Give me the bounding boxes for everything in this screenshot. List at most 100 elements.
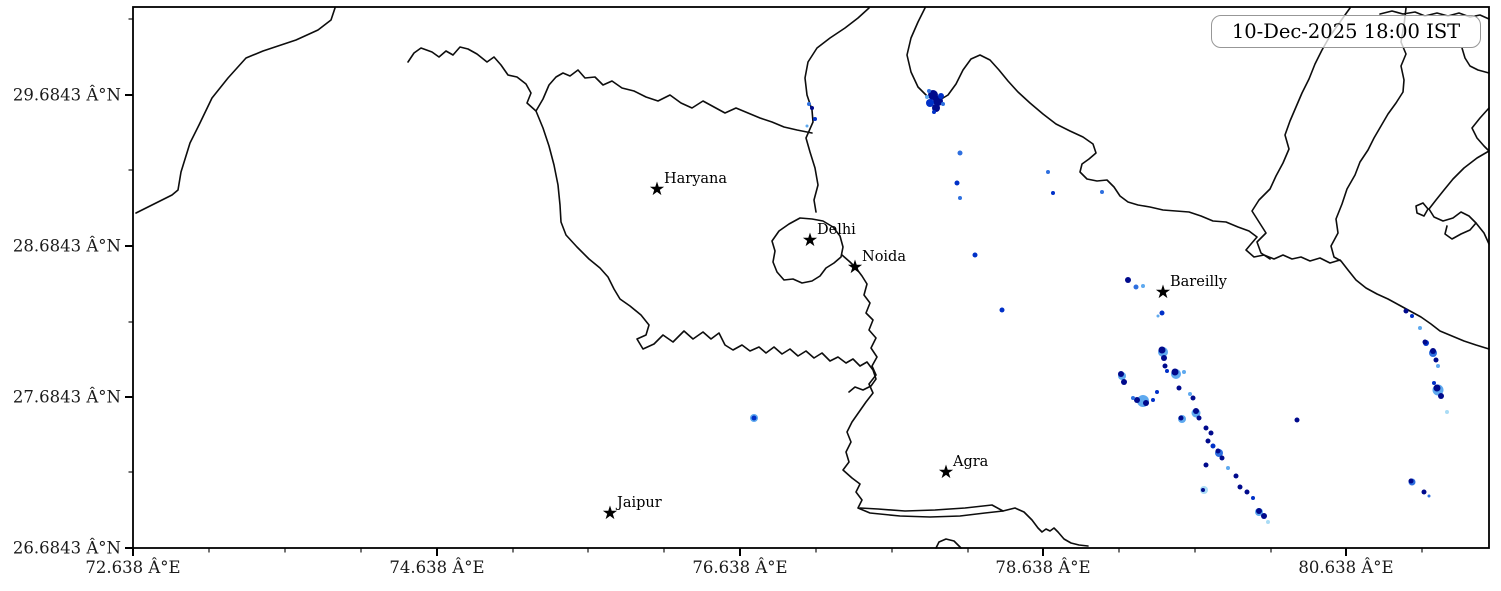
state-boundary-path — [841, 254, 1004, 518]
detection-dot — [1215, 448, 1221, 454]
detection-dot — [1134, 397, 1140, 403]
state-boundary-path — [1475, 222, 1490, 245]
detection-dot — [1433, 357, 1439, 363]
detection-dot — [1190, 395, 1196, 401]
x-tick-label: 74.638 Â°E — [389, 557, 484, 577]
state-boundary-path — [1330, 7, 1490, 350]
detection-dot — [1203, 425, 1209, 431]
x-tick-label: 80.638 Â°E — [1298, 557, 1393, 577]
detection-dot — [810, 106, 814, 110]
detection-dot — [1155, 390, 1159, 394]
plot-border — [132, 6, 1490, 549]
city-label: Agra — [952, 454, 989, 470]
detection-dot — [1219, 455, 1225, 461]
y-tick-label: 29.6843 Â°N — [13, 85, 121, 105]
detection-dot — [1436, 364, 1440, 368]
state-boundary-path — [1428, 150, 1490, 240]
detection-dot — [1161, 355, 1167, 361]
city-marker-star-icon — [1155, 284, 1171, 299]
city-marker-star-icon — [802, 232, 818, 247]
city-marker-star-icon — [649, 181, 665, 196]
detection-dot — [941, 102, 945, 106]
detection-dot — [1100, 190, 1104, 194]
detection-dot — [1158, 346, 1166, 354]
city-label: Delhi — [817, 222, 856, 238]
detection-dot — [1178, 415, 1184, 421]
detection-dot — [925, 95, 929, 99]
detection-dot — [1131, 396, 1135, 400]
city-marker-star-icon — [938, 464, 954, 479]
detection-dot — [1403, 308, 1409, 314]
detection-dot — [1266, 520, 1270, 524]
detection-dot — [957, 150, 963, 156]
detection-dot — [938, 93, 944, 99]
detection-dot — [1176, 385, 1182, 391]
y-tick-label: 26.6843 Â°N — [13, 538, 121, 558]
detection-dot — [1121, 379, 1127, 385]
detection-dot — [1143, 400, 1149, 406]
detection-dot — [1422, 339, 1428, 345]
x-tick-label: 72.638 Â°E — [85, 557, 180, 577]
detection-dot — [958, 196, 962, 200]
detection-dot — [1210, 443, 1216, 449]
detection-dot — [1237, 484, 1243, 490]
state-boundary-path — [1461, 47, 1490, 74]
city-marker-star-icon — [602, 505, 618, 520]
timestamp-box: 10-Dec-2025 18:00 IST — [1211, 15, 1481, 48]
detection-dot — [1438, 393, 1444, 399]
state-boundary-path — [1471, 107, 1490, 152]
detection-dot — [1226, 466, 1230, 470]
state-boundary-path — [935, 538, 962, 549]
detection-dot — [1261, 513, 1267, 519]
x-tick-label: 76.638 Â°E — [692, 557, 787, 577]
detection-dot — [1051, 191, 1055, 195]
detection-dot — [1251, 496, 1255, 500]
detection-dot — [1159, 310, 1165, 316]
detection-dot — [1433, 384, 1441, 392]
detection-dot — [1427, 494, 1431, 498]
detection-dot — [932, 110, 936, 114]
detection-dot — [999, 307, 1005, 313]
detection-dot — [1151, 398, 1155, 402]
detection-dot — [1188, 392, 1192, 396]
detection-dot — [1125, 277, 1131, 283]
city-label: Bareilly — [1170, 274, 1228, 290]
state-boundary-path — [804, 7, 870, 213]
state-boundary-path — [1415, 202, 1429, 217]
detection-dot — [1244, 489, 1250, 495]
detection-dot — [1410, 314, 1414, 318]
detection-dot — [1201, 488, 1205, 492]
detection-dot — [751, 415, 757, 421]
detection-dot — [805, 124, 809, 128]
detection-dot — [807, 102, 811, 106]
detection-dot — [813, 117, 817, 121]
city-marker-star-icon — [847, 259, 863, 274]
state-boundary-path — [1251, 7, 1351, 260]
detection-dot — [1182, 370, 1186, 374]
state-boundary-path — [906, 7, 1341, 264]
detection-dot — [1418, 326, 1422, 330]
timestamp-label: 10-Dec-2025 18:00 IST — [1231, 20, 1461, 43]
detection-dot — [1162, 363, 1168, 369]
city-label: Noida — [862, 249, 906, 265]
detection-dot — [1193, 408, 1199, 414]
city-label: Haryana — [664, 171, 727, 187]
detection-dot — [1421, 489, 1427, 495]
detection-dot — [1046, 170, 1050, 174]
state-boundary-path — [535, 110, 877, 393]
detection-dot — [1256, 508, 1262, 514]
state-boundary-path — [135, 7, 336, 214]
detection-dot — [1208, 430, 1214, 436]
detection-dot — [954, 180, 960, 186]
y-tick-label: 27.6843 Â°N — [13, 387, 121, 407]
detection-dot — [1203, 462, 1209, 468]
detection-dot — [1432, 381, 1436, 385]
detection-dot — [1445, 410, 1449, 414]
detection-dot — [926, 99, 934, 107]
detection-dot — [972, 252, 978, 258]
detection-dot — [1118, 371, 1124, 377]
state-boundary-path — [1002, 507, 1089, 547]
detection-dot — [1133, 284, 1139, 290]
